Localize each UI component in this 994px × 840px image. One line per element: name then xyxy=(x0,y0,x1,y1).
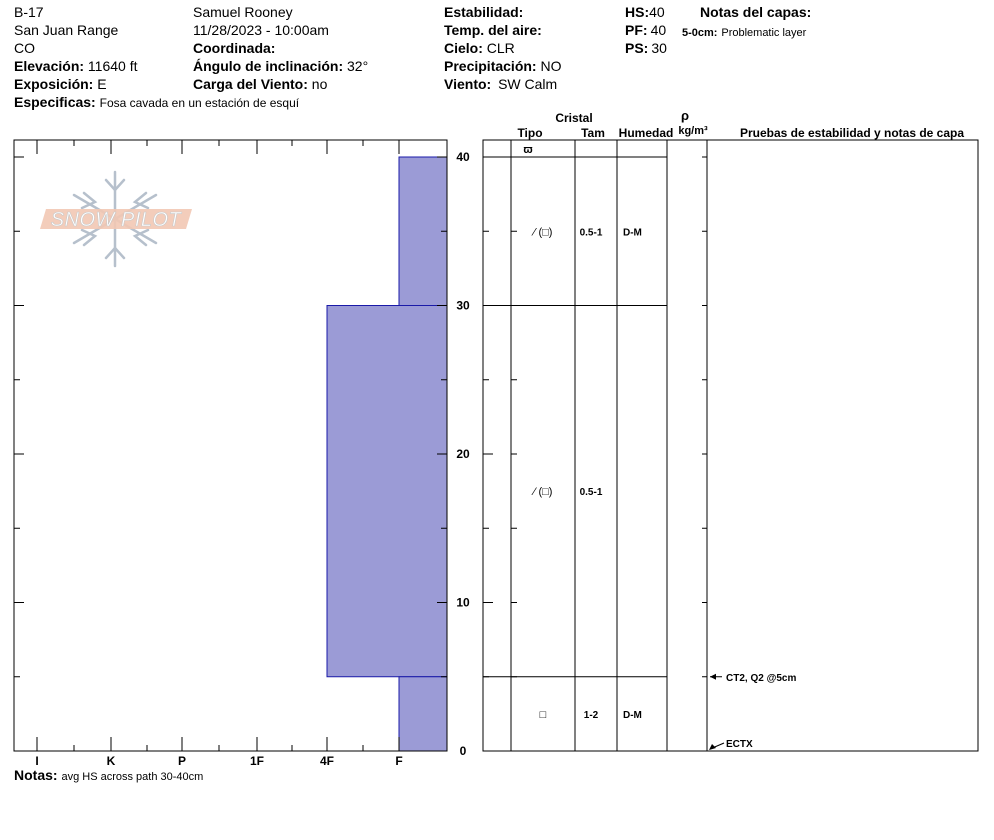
depth-tick-label: 20 xyxy=(456,447,470,461)
notes-label: Notas: xyxy=(14,767,58,783)
wind-row: Viento: SW Calm xyxy=(444,76,557,92)
slope-row: Ángulo de inclinación: 32° xyxy=(193,58,368,74)
depth-tick-label: 10 xyxy=(456,596,470,610)
stability-test-label: CT2, Q2 @5cm xyxy=(726,673,796,684)
wind-load-row: Carga del Viento: no xyxy=(193,76,327,92)
aspect-value: E xyxy=(97,76,107,92)
wind-value: SW Calm xyxy=(498,76,558,92)
header-cristal: Cristal xyxy=(555,111,592,125)
hardness-tick-label: 1F xyxy=(250,754,264,768)
sky-row: Cielo: CLR xyxy=(444,40,515,56)
specifics-value: Fosa cavada en un estación de esquí xyxy=(99,96,300,110)
moisture: D-M xyxy=(623,710,642,721)
grain-type: ⁄ (□) xyxy=(531,486,553,498)
stability-test-label: ECTX xyxy=(726,739,753,750)
air-temp-label: Temp. del aire: xyxy=(444,22,542,38)
logo-text: SNOW PILOT xyxy=(51,209,183,231)
layer-note-depth: 5-0cm: xyxy=(682,27,718,39)
range-name: San Juan Range xyxy=(14,22,119,38)
grain-size: 1-2 xyxy=(584,710,599,721)
header-tam: Tam xyxy=(581,126,605,140)
precip-row: Precipitación: NO xyxy=(444,58,561,74)
wind-load-label: Carga del Viento: xyxy=(193,76,308,92)
ps-row: PS: 30 xyxy=(625,40,667,56)
header-tests: Pruebas de estabilidad y notas de capa xyxy=(740,126,964,140)
test-arrow-icon xyxy=(709,744,716,750)
hardness-tick-label: K xyxy=(107,754,116,768)
sky-value: CLR xyxy=(486,40,515,56)
snowpilot-logo: SNOW PILOT xyxy=(40,170,192,268)
hardness-layer-0 xyxy=(398,156,448,306)
header-rho: ρ xyxy=(681,108,689,123)
grain-size: 0.5-1 xyxy=(580,227,603,238)
surface-hoar-icon: ϖ xyxy=(523,144,532,156)
wind-label: Viento: xyxy=(444,76,492,92)
grain-type: ⁄ (□) xyxy=(531,226,553,238)
pf-row: PF: 40 xyxy=(625,22,666,38)
layer-table-frame xyxy=(482,139,979,752)
hardness-plot-frame xyxy=(13,139,448,752)
slope-value: 32° xyxy=(347,58,369,74)
layer-notes-title: Notas del capas: xyxy=(700,4,812,20)
hs-label: HS: xyxy=(625,4,650,20)
wind-load-value: no xyxy=(311,76,328,92)
pf-value: 40 xyxy=(650,22,667,38)
specifics-label: Especificas: xyxy=(14,94,96,110)
state-name: CO xyxy=(14,40,35,56)
hs-value: 40 xyxy=(649,4,665,20)
hardness-tick-label: 4F xyxy=(320,754,334,768)
precip-label: Precipitación: xyxy=(444,58,537,74)
notes-row: Notas: avg HS across path 30-40cm xyxy=(14,767,203,785)
aspect-label: Exposición: xyxy=(14,76,94,92)
hardness-layer-1 xyxy=(326,305,448,678)
aspect-row: Exposición: E xyxy=(14,76,107,92)
layer-note-text: Problematic layer xyxy=(721,27,807,39)
header-humedad: Humedad xyxy=(619,126,674,140)
moisture: D-M xyxy=(623,227,642,238)
depth-tick-label: 30 xyxy=(456,299,470,313)
sky-label: Cielo: xyxy=(444,40,483,56)
specifics-row: Especificas: Fosa cavada en un estación … xyxy=(14,94,299,111)
site-name: B-17 xyxy=(14,4,44,20)
depth-tick-label: 0 xyxy=(460,744,467,758)
notes-text: avg HS across path 30-40cm xyxy=(61,771,204,783)
grain-type: □ xyxy=(540,709,547,721)
ps-label: PS: xyxy=(625,40,649,56)
hardness-tick-label: P xyxy=(178,754,186,768)
layer-note-row: 5-0cm: Problematic layer xyxy=(682,23,806,41)
slope-label: Ángulo de inclinación: xyxy=(193,58,344,74)
stability-label: Estabilidad: xyxy=(444,4,524,20)
header-density-unit: kg/m³ xyxy=(678,125,708,137)
test-arrow-icon xyxy=(710,673,716,680)
depth-tick-label: 40 xyxy=(456,150,470,164)
hardness-tick-label: I xyxy=(35,754,38,768)
elevation-value: 11640 ft xyxy=(87,58,138,74)
observation-datetime: 11/28/2023 - 10:00am xyxy=(193,22,329,38)
coordinate-label: Coordinada: xyxy=(193,40,276,56)
elevation-label: Elevación: xyxy=(14,58,85,74)
observer-name: Samuel Rooney xyxy=(193,4,293,20)
grain-size: 0.5-1 xyxy=(580,487,603,498)
precip-value: NO xyxy=(540,58,562,74)
hardness-tick-label: F xyxy=(395,754,402,768)
hardness-layer-2 xyxy=(398,676,448,752)
elevation-row: Elevación: 11640 ft xyxy=(14,58,137,74)
hs-row: HS:40 xyxy=(625,4,665,20)
pf-label: PF: xyxy=(625,22,648,38)
header-tipo: Tipo xyxy=(517,126,542,140)
ps-value: 30 xyxy=(651,40,667,56)
